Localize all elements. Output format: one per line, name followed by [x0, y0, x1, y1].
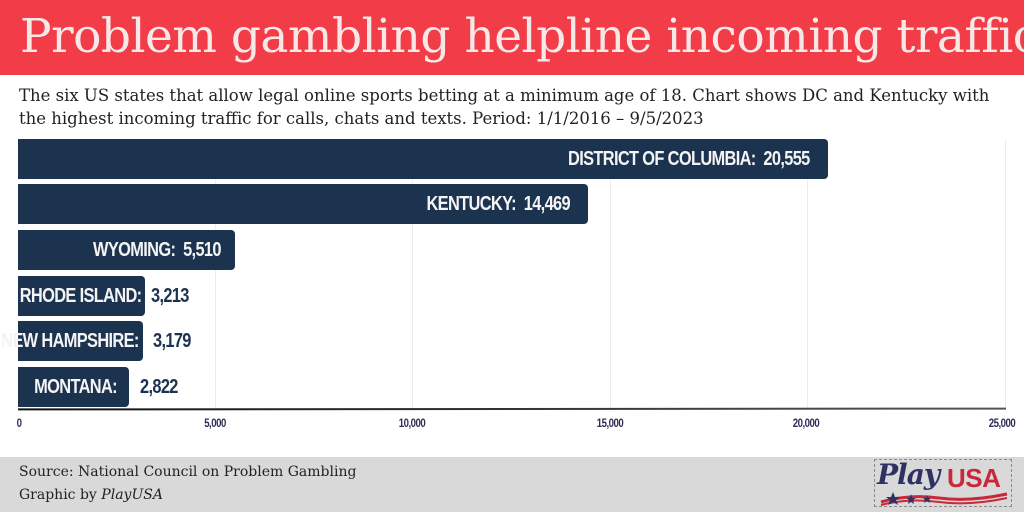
x-tick: 0 — [16, 416, 22, 430]
gridline — [610, 140, 611, 408]
chart-title: Problem gambling helpline incoming traff… — [20, 9, 1024, 64]
x-tick: 20,000 — [792, 416, 820, 430]
bar-rhode-island: RHODE ISLAND: — [18, 276, 145, 316]
title-bar: Problem gambling helpline incoming traff… — [0, 0, 1024, 75]
logo-usa-text: USA — [947, 463, 1001, 493]
graphic-credit: Graphic by PlayUSA — [19, 487, 163, 503]
plot-area: DISTRICT OF COLUMBIA: 20,555 KENTUCKY: 1… — [1, 139, 1016, 430]
bar-new-hampshire: NEW HAMPSHIRE: — [1, 321, 143, 361]
gridline — [215, 140, 216, 408]
chart-subtitle: The six US states that allow legal onlin… — [19, 86, 990, 128]
source-credit: Source: National Council on Problem Gamb… — [19, 461, 356, 507]
x-tick: 15,000 — [596, 416, 624, 430]
bar-value: 2,822 — [140, 376, 178, 398]
bar-district-of-columbia: DISTRICT OF COLUMBIA: 20,555 — [18, 139, 828, 179]
bar-value: 3,213 — [151, 285, 189, 307]
playusa-logo: Play USA — [874, 458, 1012, 507]
bar-label: KENTUCKY: 14,469 — [426, 192, 571, 215]
x-tick: 5,000 — [204, 416, 226, 430]
bar-label: RHODE ISLAND: — [19, 284, 141, 307]
bar-wyoming: WYOMING: 5,510 — [18, 230, 235, 270]
footer: Source: National Council on Problem Gamb… — [0, 457, 1024, 512]
x-tick: 10,000 — [398, 416, 426, 430]
bar-label: DISTRICT OF COLUMBIA: 20,555 — [568, 147, 810, 170]
bar-montana: MONTANA: — [18, 367, 129, 407]
bar-label: WYOMING: 5,510 — [93, 238, 221, 261]
bar-label: MONTANA: — [34, 375, 117, 398]
x-tick: 25,000 — [988, 416, 1016, 430]
gridline — [412, 140, 413, 408]
gridline — [1005, 140, 1006, 408]
bar-label: NEW HAMPSHIRE: — [1, 329, 139, 352]
bar-kentucky: KENTUCKY: 14,469 — [18, 184, 588, 224]
logo-play-text: Play — [877, 458, 940, 491]
bar-value: 3,179 — [153, 330, 191, 352]
stars-stripes-icon — [880, 492, 1008, 506]
gridline — [807, 140, 808, 408]
x-axis-line — [18, 407, 1006, 411]
source-text: Source: National Council on Problem Gamb… — [19, 464, 357, 480]
